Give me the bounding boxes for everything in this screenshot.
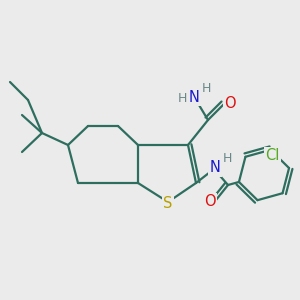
Text: O: O xyxy=(224,97,236,112)
Text: H: H xyxy=(222,152,232,166)
Text: N: N xyxy=(189,89,200,104)
Text: Cl: Cl xyxy=(265,148,280,163)
Text: N: N xyxy=(210,160,220,175)
Text: H: H xyxy=(177,92,187,104)
Text: S: S xyxy=(163,196,173,211)
Text: O: O xyxy=(204,194,216,209)
Text: H: H xyxy=(201,82,211,94)
